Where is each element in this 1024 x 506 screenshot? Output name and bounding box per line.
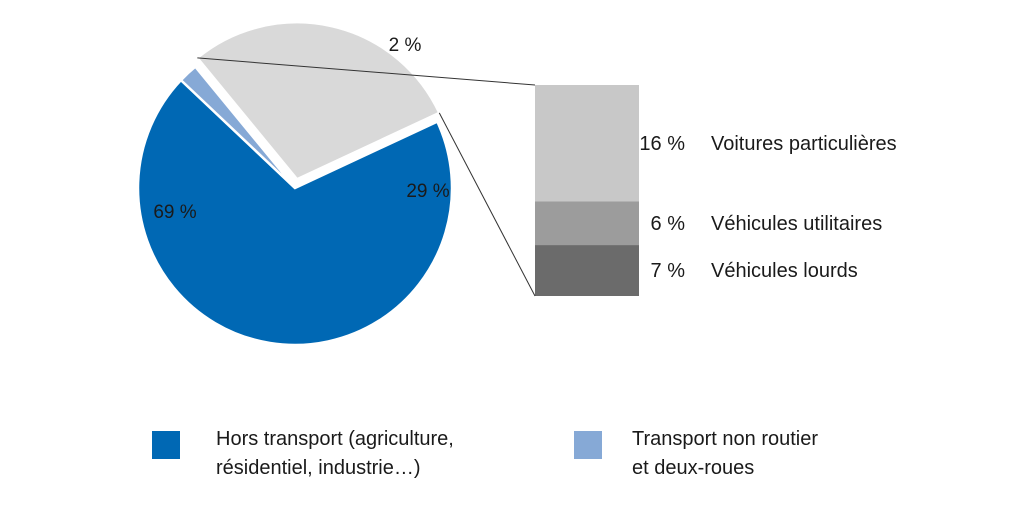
bar-category-label-0: Voitures particulières [711,133,897,155]
pie-of-bar-chart: 69 % 2 % 29 % 16 % Voitures particulières 6 %… [136,21,897,347]
bar-segment-2 [535,245,639,296]
bar-value-label-2: 7 % [651,260,686,282]
pie-slice-0 [136,78,454,347]
legend-label-hors-transport: Hors transport (agriculture, résidentiel… [216,428,454,479]
bar-category-label-2: Véhicules lourds [711,260,858,282]
legend-label-non-routier: Transport non routier et deux-roues [632,428,819,479]
pie-slice-1 [179,64,296,189]
bar-value-label-0: 16 % [639,133,685,155]
connector-line-top [197,57,536,86]
pie-slice-2 [195,21,441,181]
legend-item-hors-transport: Hors transport (agriculture, résidentiel… [152,425,454,483]
legend-swatch-non-routier [574,431,602,459]
bar-value-label-1: 6 % [651,213,686,235]
legend-swatch-hors-transport [152,431,180,459]
connector-line-bottom [438,112,536,297]
bar-segment-0 [535,85,639,202]
legend-item-non-routier: Transport non routier et deux-roues [574,425,818,483]
bar-segment-1 [535,201,639,246]
pie-label-0: 69 % [153,202,196,223]
pie-label-2: 29 % [406,181,449,202]
bar-category-label-1: Véhicules utilitaires [711,213,882,235]
pie-label-1: 2 % [389,35,422,56]
